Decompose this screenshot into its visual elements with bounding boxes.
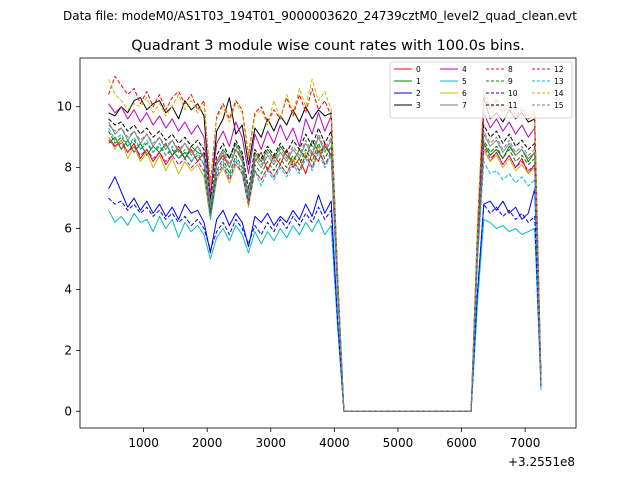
y-tick-label: 2 — [64, 343, 72, 357]
legend-label: 6 — [462, 89, 467, 98]
legend-label: 14 — [554, 89, 564, 98]
legend-entry-4: 4 — [440, 65, 467, 74]
x-tick-label: 1000 — [128, 436, 159, 450]
series-line-15 — [108, 124, 542, 412]
legend-entry-13: 13 — [532, 77, 564, 86]
axes-frame — [79, 57, 577, 429]
legend-entry-12: 12 — [532, 65, 564, 74]
x-tick-label: 3000 — [255, 436, 286, 450]
legend-entry-1: 1 — [394, 77, 421, 86]
legend-entry-14: 14 — [532, 89, 564, 98]
y-tick-label: 4 — [64, 282, 72, 296]
chart-title: Quadrant 3 module wise count rates with … — [131, 38, 525, 54]
x-axis: 1000 2000 3000 4000 5000 6000 7000 — [128, 428, 540, 450]
figure-suptitle: Data file: modeM0/AS1T03_194T01_90000036… — [63, 9, 577, 23]
legend-label: 10 — [508, 89, 518, 98]
legend-label: 2 — [416, 89, 421, 98]
y-tick-label: 10 — [57, 100, 72, 114]
legend-entry-8: 8 — [486, 65, 513, 74]
legend-label: 4 — [462, 65, 467, 74]
y-axis: 0 2 4 6 8 10 — [57, 100, 80, 418]
legend-label: 7 — [462, 101, 467, 110]
legend-label: 8 — [508, 65, 513, 74]
legend-entry-5: 5 — [440, 77, 467, 86]
legend-label: 15 — [554, 101, 564, 110]
legend-entry-0: 0 — [394, 65, 421, 74]
x-tick-label: 6000 — [446, 436, 477, 450]
legend-entry-10: 10 — [486, 89, 518, 98]
legend-entry-6: 6 — [440, 89, 467, 98]
legend-entry-11: 11 — [486, 101, 518, 110]
series-line-12 — [108, 139, 542, 412]
legend-label: 13 — [554, 77, 564, 86]
legend-label: 5 — [462, 77, 467, 86]
series-line-9 — [108, 130, 542, 412]
series-lines — [108, 75, 542, 412]
y-tick-label: 8 — [64, 161, 72, 175]
legend-label: 3 — [416, 101, 421, 110]
legend-label: 0 — [416, 65, 421, 74]
legend-label: 11 — [508, 101, 518, 110]
legend-entry-3: 3 — [394, 101, 421, 110]
legend-entry-2: 2 — [394, 89, 421, 98]
legend-label: 12 — [554, 65, 564, 74]
legend-label: 9 — [508, 77, 513, 86]
legend-entry-7: 7 — [440, 101, 467, 110]
legend-label: 1 — [416, 77, 421, 86]
legend-frame — [389, 61, 573, 119]
x-tick-label: 4000 — [319, 436, 350, 450]
x-offset-label: +3.2551e8 — [508, 455, 575, 469]
y-tick-label: 0 — [64, 404, 72, 418]
y-tick-label: 6 — [64, 222, 72, 236]
x-tick-label: 7000 — [510, 436, 541, 450]
x-tick-label: 5000 — [383, 436, 414, 450]
series-line-10 — [108, 197, 542, 412]
legend-entry-15: 15 — [532, 101, 564, 110]
x-tick-label: 2000 — [192, 436, 223, 450]
legend-entry-9: 9 — [486, 77, 513, 86]
